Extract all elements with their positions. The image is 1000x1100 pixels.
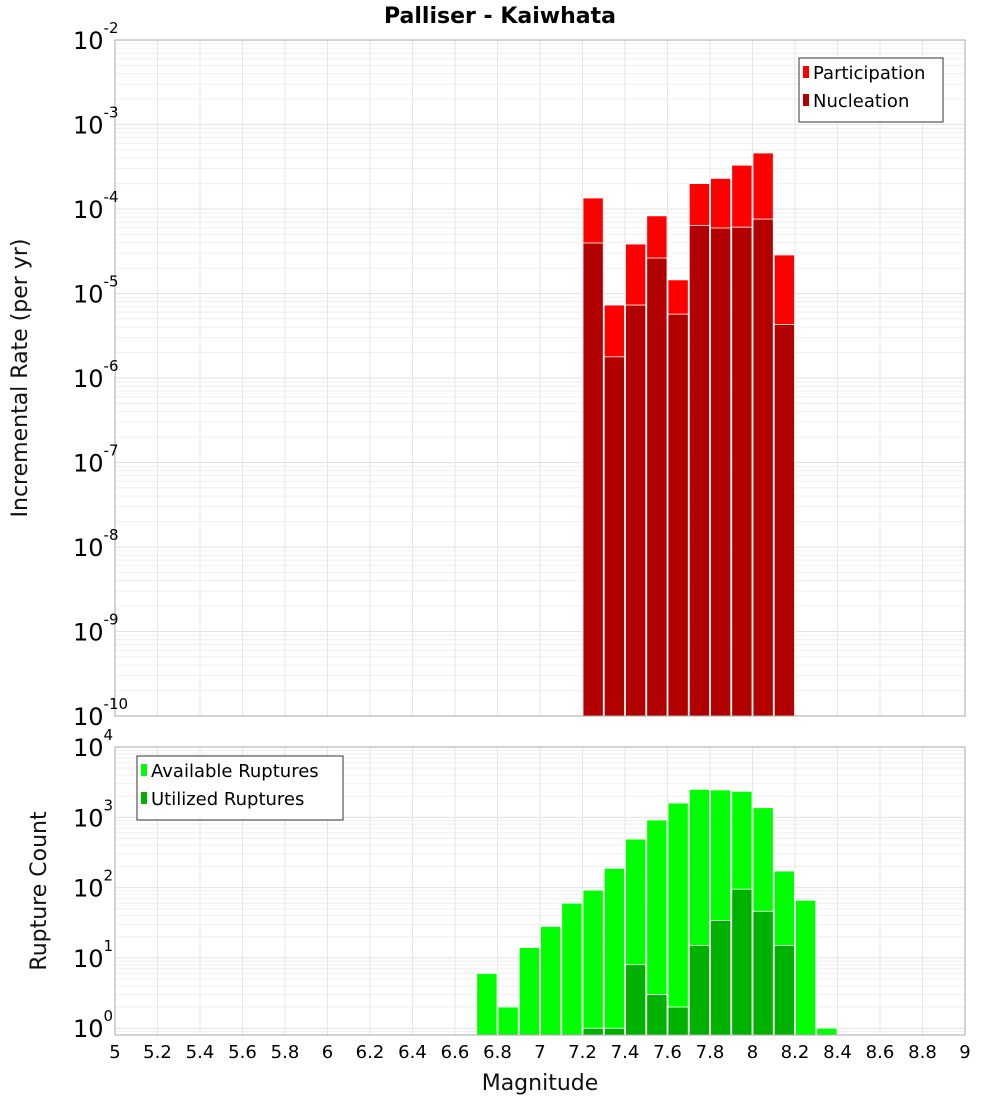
y-tick-label: 102	[73, 867, 113, 903]
legend: Participation Nucleation	[798, 57, 944, 123]
legend-swatch	[141, 764, 147, 776]
legend-box	[798, 57, 944, 123]
bar-utilized-ruptures	[773, 945, 795, 1036]
x-tick-label: 8.6	[866, 1042, 895, 1063]
bar-nucleation	[773, 324, 795, 717]
bar-available-ruptures	[667, 802, 689, 1036]
legend-swatch	[141, 792, 147, 804]
x-tick-label: 8	[747, 1042, 758, 1063]
bar-nucleation	[582, 242, 604, 717]
bar-nucleation	[646, 257, 668, 717]
bar-utilized-ruptures	[752, 910, 774, 1036]
x-tick-label: 6.8	[483, 1042, 512, 1063]
bar-available-ruptures	[561, 902, 583, 1036]
y-tick-label: 100	[73, 1007, 113, 1043]
x-tick-label: 6	[322, 1042, 333, 1063]
bar-nucleation	[688, 224, 710, 717]
x-tick-label: 7	[534, 1042, 545, 1063]
y-tick-label: 104	[73, 726, 113, 762]
legend-label: Participation	[813, 63, 925, 84]
bar-nucleation	[731, 226, 753, 717]
y-tick-label: 10-7	[73, 442, 119, 478]
legend-swatch	[803, 66, 809, 78]
x-tick-label: 5.8	[271, 1042, 300, 1063]
x-tick-label: 8.2	[781, 1042, 810, 1063]
chart-title: Palliser - Kaiwhata	[384, 4, 616, 29]
bar-utilized-ruptures	[582, 1027, 604, 1036]
y-tick-label: 10-3	[73, 104, 119, 140]
top-panel-rate: 10-2 10-3 10-4 10-5 10-6 10-7 10-8 10-9 10-10 Par…	[73, 19, 966, 731]
legend-swatch	[803, 94, 809, 106]
x-tick-label: 6.4	[398, 1042, 427, 1063]
y-tick-label: 10-5	[73, 273, 119, 309]
y-tick-label: 10-10	[73, 695, 128, 731]
x-tick-label: 7.8	[696, 1042, 725, 1063]
x-axis-label: Magnitude	[482, 1071, 599, 1096]
bar-available-ruptures	[476, 973, 498, 1036]
y-axis-label-count: Rupture Count	[27, 811, 52, 971]
x-tick-label: 8.8	[908, 1042, 937, 1063]
x-tick-label: 7.6	[653, 1042, 682, 1063]
y-tick-label: 101	[73, 937, 113, 973]
x-tick-label: 5.4	[186, 1042, 215, 1063]
bar-nucleation	[603, 356, 625, 717]
x-tick-label: 6.2	[356, 1042, 385, 1063]
bar-nucleation	[625, 304, 647, 717]
y-tick-label: 10-8	[73, 526, 119, 562]
bar-utilized-ruptures	[731, 888, 753, 1036]
y-tick-label: 10-2	[73, 19, 119, 55]
bar-nucleation	[752, 218, 774, 717]
bar-available-ruptures	[497, 1006, 519, 1036]
x-tick-label: 7.4	[611, 1042, 640, 1063]
y-tick-label: 10-9	[73, 611, 119, 647]
x-tick-label: 9	[959, 1042, 970, 1063]
bar-utilized-ruptures	[688, 945, 710, 1036]
legend-box	[136, 755, 344, 821]
y-tick-label: 10-6	[73, 357, 119, 393]
y-axis-label-rate: Incremental Rate (per yr)	[8, 239, 33, 518]
bar-utilized-ruptures	[667, 1006, 689, 1036]
x-tick-label: 8.4	[823, 1042, 852, 1063]
x-tick-label: 6.6	[441, 1042, 470, 1063]
bar-available-ruptures	[540, 926, 562, 1036]
x-tick-label: 5	[109, 1042, 120, 1063]
x-tick-label: 5.6	[228, 1042, 257, 1063]
x-tick-label: 7.2	[568, 1042, 597, 1063]
bar-utilized-ruptures	[646, 994, 668, 1036]
bar-nucleation	[710, 227, 732, 717]
bar-available-ruptures	[603, 867, 625, 1036]
legend-label: Nucleation	[813, 91, 909, 112]
bar-utilized-ruptures	[603, 1027, 625, 1036]
legend: Available Ruptures Utilized Ruptures	[136, 755, 344, 821]
bar-available-ruptures	[816, 1027, 838, 1036]
bar-available-ruptures	[795, 899, 817, 1036]
bar-utilized-ruptures	[710, 920, 732, 1036]
plot-border	[114, 39, 966, 717]
legend-label: Utilized Ruptures	[151, 789, 304, 810]
x-tick-label: 5.2	[143, 1042, 172, 1063]
y-tick-label: 10-4	[73, 188, 119, 224]
y-tick-label: 103	[73, 796, 113, 832]
bar-nucleation	[667, 313, 689, 717]
plot-border	[114, 746, 966, 1036]
legend-label: Available Ruptures	[151, 761, 319, 782]
bar-available-ruptures	[518, 947, 540, 1036]
bar-utilized-ruptures	[625, 964, 647, 1036]
bar-available-ruptures	[582, 889, 604, 1036]
